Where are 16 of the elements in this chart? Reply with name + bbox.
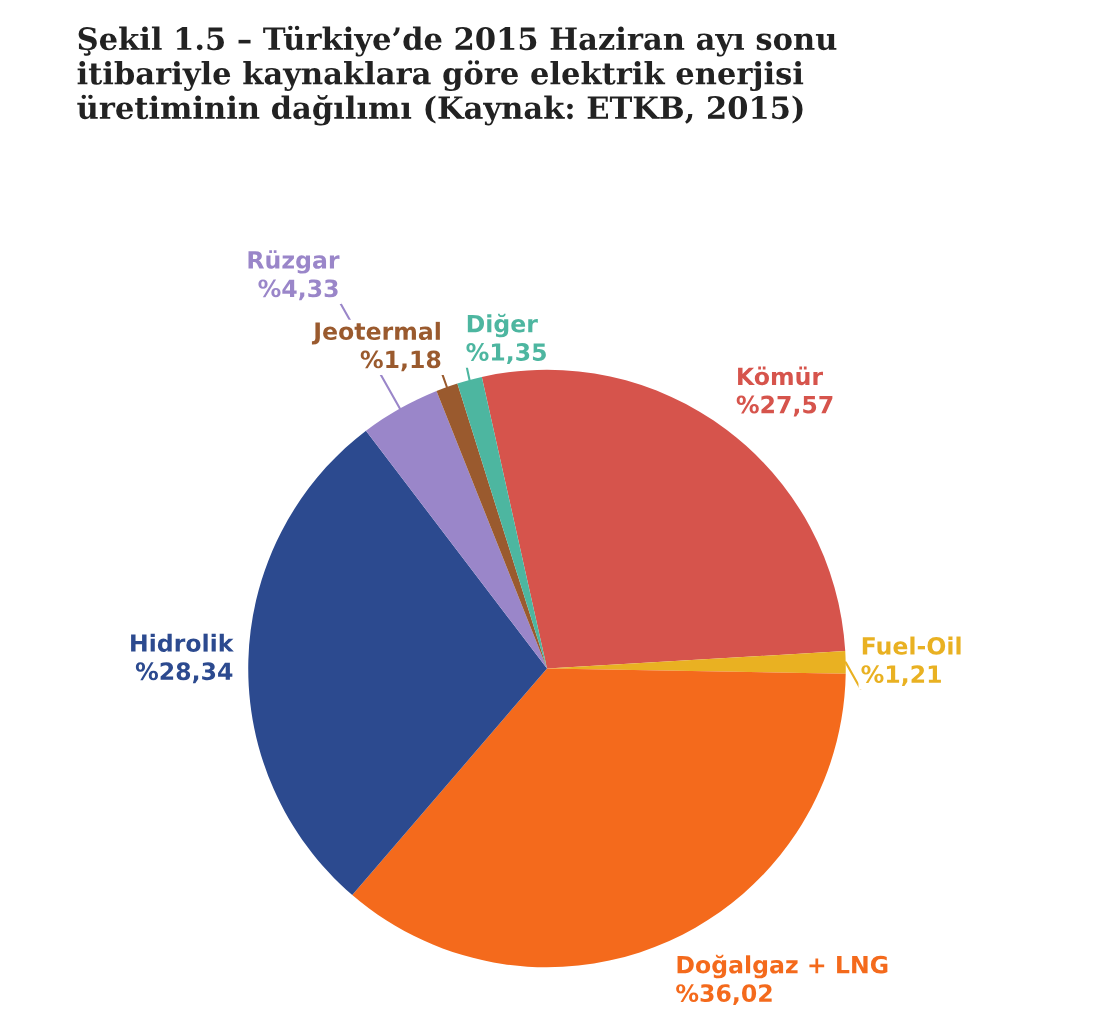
slice-label: Jeotermal (311, 321, 440, 345)
data-label: %1,21 (861, 665, 941, 687)
data-label: %36,02 (676, 984, 772, 1005)
slice-label: Diğer (467, 313, 538, 338)
data-label: %4,33 (258, 279, 338, 301)
data-label: %1,18 (360, 350, 441, 372)
pie-slice (248, 430, 547, 896)
slice-label: Doğalgaz + LNG (677, 954, 888, 979)
data-label: %1,35 (466, 343, 546, 364)
slice-label: Rüzgar (248, 250, 340, 274)
data-label: %28,34 (135, 662, 233, 684)
slice-label: Fuel-Oil (862, 636, 961, 655)
data-label: %27,57 (736, 395, 833, 417)
chart-title: Şekil 1.5 – Türkiye’de 2015 Haziran ayı sonu itibariyle kaynaklara göre elektrik enerjisi üretiminin dağılımı (Kaynak: ETKB, 2015) (77, 25, 837, 126)
slice-label: Hidrolik (131, 633, 234, 652)
slice-label: Kömür (738, 366, 823, 386)
